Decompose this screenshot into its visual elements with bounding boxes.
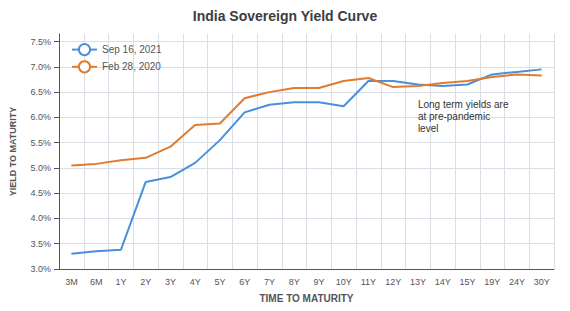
svg-text:6.5%: 6.5% <box>30 87 51 97</box>
svg-text:Sep 16, 2021: Sep 16, 2021 <box>102 44 162 55</box>
svg-text:13Y: 13Y <box>410 277 426 287</box>
svg-text:3M: 3M <box>65 277 78 287</box>
svg-text:6Y: 6Y <box>239 277 250 287</box>
svg-text:India Sovereign Yield Curve: India Sovereign Yield Curve <box>193 8 378 24</box>
svg-text:6.0%: 6.0% <box>30 112 51 122</box>
svg-text:3Y: 3Y <box>165 277 176 287</box>
svg-text:at pre-pandemic: at pre-pandemic <box>418 111 490 122</box>
svg-text:3.0%: 3.0% <box>30 264 51 274</box>
svg-text:5.5%: 5.5% <box>30 138 51 148</box>
svg-text:10Y: 10Y <box>336 277 352 287</box>
svg-text:Feb 28, 2020: Feb 28, 2020 <box>102 61 161 72</box>
svg-text:3.5%: 3.5% <box>30 239 51 249</box>
svg-text:4.5%: 4.5% <box>30 188 51 198</box>
svg-text:30Y: 30Y <box>534 277 550 287</box>
svg-text:7.5%: 7.5% <box>30 37 51 47</box>
svg-text:7Y: 7Y <box>264 277 275 287</box>
svg-text:YIELD TO MATURITY: YIELD TO MATURITY <box>8 107 18 197</box>
svg-text:2Y: 2Y <box>140 277 151 287</box>
svg-text:14Y: 14Y <box>435 277 451 287</box>
svg-text:24Y: 24Y <box>509 277 525 287</box>
svg-text:12Y: 12Y <box>385 277 401 287</box>
svg-text:15Y: 15Y <box>459 277 475 287</box>
svg-text:level: level <box>418 123 439 134</box>
svg-text:11Y: 11Y <box>361 277 376 287</box>
svg-text:5.0%: 5.0% <box>30 163 51 173</box>
svg-text:4Y: 4Y <box>190 277 201 287</box>
svg-text:4.0%: 4.0% <box>30 213 51 223</box>
svg-text:7.0%: 7.0% <box>30 62 51 72</box>
svg-text:1Y: 1Y <box>115 277 126 287</box>
svg-text:19Y: 19Y <box>484 277 500 287</box>
svg-text:8Y: 8Y <box>289 277 300 287</box>
svg-text:9Y: 9Y <box>313 277 324 287</box>
svg-text:6M: 6M <box>90 277 103 287</box>
svg-text:Long term yields are: Long term yields are <box>418 99 509 110</box>
svg-text:TIME TO MATURITY: TIME TO MATURITY <box>259 293 353 304</box>
svg-text:5Y: 5Y <box>214 277 225 287</box>
